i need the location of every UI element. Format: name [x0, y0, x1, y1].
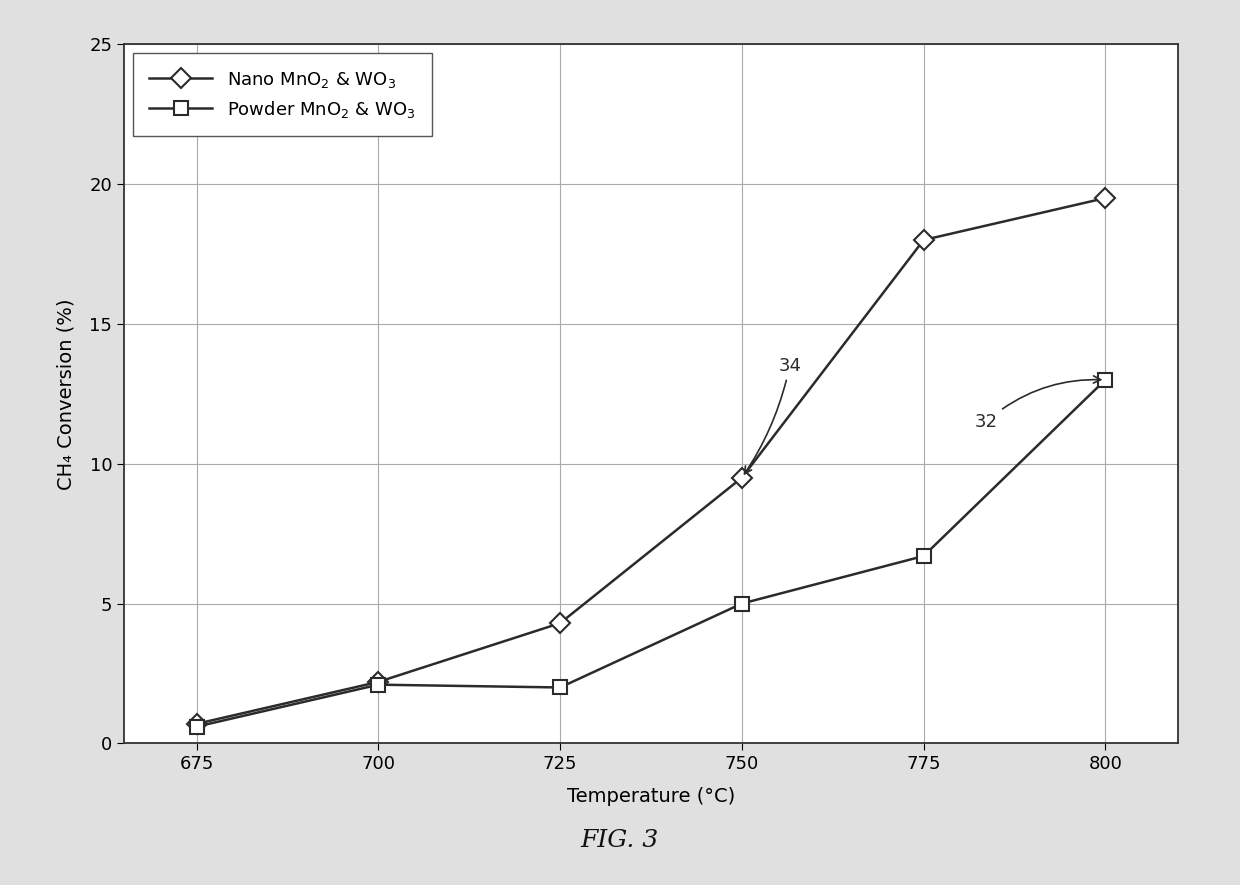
Text: 34: 34: [744, 357, 801, 473]
Y-axis label: CH₄ Conversion (%): CH₄ Conversion (%): [56, 298, 76, 489]
Text: FIG. 3: FIG. 3: [580, 829, 660, 852]
Legend: Nano MnO$_2$ & WO$_3$, Powder MnO$_2$ & WO$_3$: Nano MnO$_2$ & WO$_3$, Powder MnO$_2$ & …: [133, 53, 432, 135]
Text: 32: 32: [975, 376, 1101, 431]
X-axis label: Temperature (°C): Temperature (°C): [567, 787, 735, 806]
